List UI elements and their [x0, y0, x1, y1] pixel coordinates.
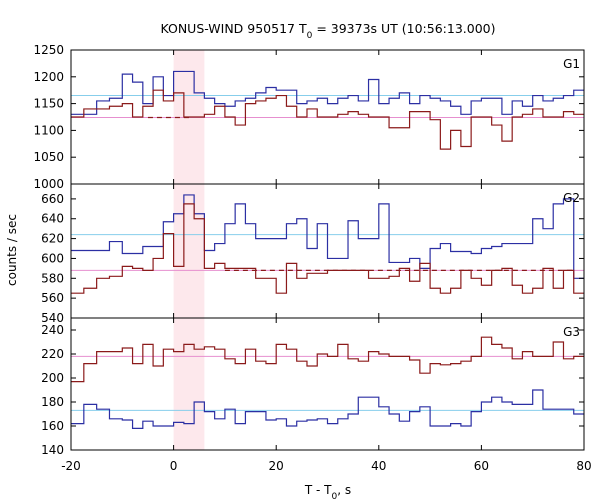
y-tick-label-G3-200: 200	[41, 371, 64, 385]
panel-frame-G3	[70, 317, 585, 451]
y-tick-label-G3-220: 220	[41, 347, 64, 361]
panel-label-G3: G3	[563, 325, 580, 339]
y-tick-label-G1-1150: 1150	[33, 97, 64, 111]
panel-label-G1: G1	[563, 57, 580, 71]
y-tick-label-G1-1200: 1200	[33, 70, 64, 84]
series-G1-red	[71, 89, 584, 150]
y-tick-label-G3-160: 160	[41, 419, 64, 433]
y-tick-label-G2-660: 660	[41, 192, 64, 206]
highlight-interval	[173, 50, 205, 450]
series-G1-blue	[71, 70, 584, 115]
plot-area: 100010501100115012001250G154056058060062…	[33, 43, 591, 473]
series-G3-red	[71, 336, 584, 383]
series-G2-red	[71, 203, 584, 294]
y-tick-label-G3-180: 180	[41, 395, 64, 409]
series-G3-blue	[71, 389, 584, 429]
x-tick-label-0: 0	[170, 459, 178, 473]
y-tick-label-G1-1100: 1100	[33, 123, 64, 137]
x-axis-label: T - T0, s	[304, 483, 351, 500]
y-tick-label-G2-620: 620	[41, 232, 64, 246]
y-tick-label-G3-140: 140	[41, 443, 64, 457]
y-tick-label-G3-240: 240	[41, 323, 64, 337]
y-tick-label-G2-600: 600	[41, 251, 64, 265]
y-tick-label-G1-1000: 1000	[33, 177, 64, 191]
y-tick-label-G1-1250: 1250	[33, 43, 64, 57]
y-axis-label: counts / sec	[5, 214, 19, 286]
x-tick-label--20: -20	[61, 459, 81, 473]
chart-title: KONUS-WIND 950517 T0 = 39373s UT (10:56:…	[160, 21, 495, 41]
y-tick-label-G2-560: 560	[41, 291, 64, 305]
panel-label-G2: G2	[563, 191, 580, 205]
y-tick-label-G1-1050: 1050	[33, 150, 64, 164]
series-G2-blue	[71, 194, 584, 279]
y-tick-label-G2-540: 540	[41, 311, 64, 325]
x-tick-label-80: 80	[576, 459, 591, 473]
x-tick-label-20: 20	[269, 459, 284, 473]
x-tick-label-40: 40	[371, 459, 386, 473]
x-tick-label-60: 60	[474, 459, 489, 473]
y-tick-label-G2-580: 580	[41, 271, 64, 285]
y-tick-label-G2-640: 640	[41, 212, 64, 226]
